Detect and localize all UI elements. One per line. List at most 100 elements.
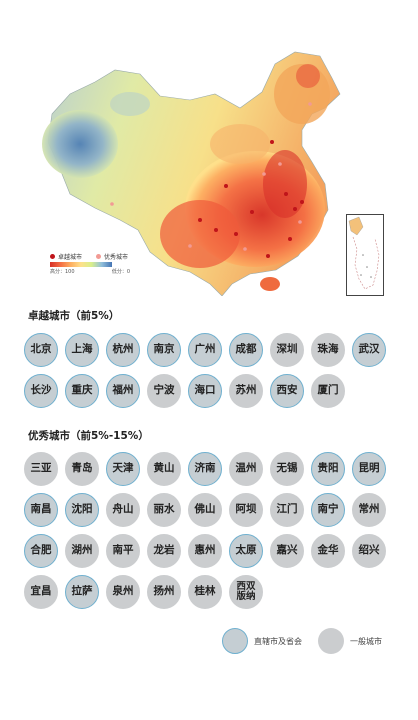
city-bubble: 武汉 — [352, 333, 386, 367]
city-bubble: 长沙 — [24, 374, 58, 408]
map-legend: 卓越城市 优秀城市 — [50, 252, 128, 261]
city-bubble: 丽水 — [147, 493, 181, 527]
city-name: 桂林 — [194, 585, 216, 598]
red-dot-icon — [50, 254, 55, 259]
city-bubble: 重庆 — [65, 374, 99, 408]
city-bubble: 湖州 — [65, 534, 99, 568]
city-bubble: 温州 — [229, 452, 263, 486]
city-bubble: 太原 — [229, 534, 263, 568]
city-bubble: 南平 — [106, 534, 140, 568]
city-bubble: 江门 — [270, 493, 304, 527]
city-name: 无锡 — [276, 462, 298, 475]
city-name: 南昌 — [30, 503, 52, 516]
city-name: 舟山 — [112, 503, 134, 516]
city-bubble: 厦门 — [311, 374, 345, 408]
city-bubble: 深圳 — [270, 333, 304, 367]
city-name: 西安 — [276, 384, 298, 397]
city-name: 南平 — [112, 544, 134, 557]
city-name: 南京 — [153, 343, 175, 356]
city-name: 阿坝 — [235, 503, 257, 516]
city-name: 济南 — [194, 462, 216, 475]
pink-dot-icon — [96, 254, 102, 259]
legend-excellent: 卓越城市 — [50, 252, 82, 261]
city-bubble: 拉萨 — [65, 575, 99, 609]
city-bubble: 天津 — [106, 452, 140, 486]
city-name: 上海 — [71, 343, 93, 356]
city-bubble: 海口 — [188, 374, 222, 408]
city-name: 三亚 — [30, 462, 52, 475]
city-name: 太原 — [235, 544, 257, 557]
city-name: 苏州 — [235, 384, 257, 397]
city-bubble: 阿坝 — [229, 493, 263, 527]
city-name: 南宁 — [317, 503, 339, 516]
color-scale-bar — [50, 262, 112, 267]
city-bubble: 宁波 — [147, 374, 181, 408]
color-scale-labels: 高分：100 低分：0 — [50, 268, 130, 275]
city-name: 北京 — [30, 343, 52, 356]
city-name: 佛山 — [194, 503, 216, 516]
excellent-section-title: 卓越城市（前5%） — [28, 310, 120, 322]
city-name: 重庆 — [71, 384, 93, 397]
city-bubble: 昆明 — [352, 452, 386, 486]
city-name: 湖州 — [71, 544, 93, 557]
city-name: 惠州 — [194, 544, 216, 557]
city-bubble: 南宁 — [311, 493, 345, 527]
city-name: 贵阳 — [317, 462, 339, 475]
city-bubble: 舟山 — [106, 493, 140, 527]
city-name: 西双版纳 — [236, 580, 256, 602]
city-bubble: 西安 — [270, 374, 304, 408]
city-bubble: 黄山 — [147, 452, 181, 486]
city-bubble: 贵阳 — [311, 452, 345, 486]
city-bubble: 三亚 — [24, 452, 58, 486]
city-name: 宁波 — [153, 384, 175, 397]
city-name: 常州 — [358, 503, 380, 516]
legend-good-label: 优秀城市 — [104, 254, 129, 261]
city-bubble: 广州 — [188, 333, 222, 367]
city-bubble: 杭州 — [106, 333, 140, 367]
city-bubble: 北京 — [24, 333, 58, 367]
city-name: 拉萨 — [71, 585, 93, 598]
city-name: 黄山 — [153, 462, 175, 475]
city-bubble: 嘉兴 — [270, 534, 304, 568]
south-china-sea-inset — [346, 214, 384, 296]
city-name: 扬州 — [153, 585, 175, 598]
city-bubble: 佛山 — [188, 493, 222, 527]
city-name: 深圳 — [276, 343, 298, 356]
good-section-title: 优秀城市（前5%-15%） — [28, 430, 149, 442]
scale-high-label: 低分：0 — [111, 269, 130, 275]
general-swatch-icon — [318, 628, 344, 654]
city-bubble: 龙岩 — [147, 534, 181, 568]
city-name: 青岛 — [71, 462, 93, 475]
city-bubble: 成都 — [229, 333, 263, 367]
city-bubble: 福州 — [106, 374, 140, 408]
city-name: 杭州 — [112, 343, 134, 356]
city-name: 宜昌 — [30, 585, 52, 598]
city-bubble: 绍兴 — [352, 534, 386, 568]
city-name: 广州 — [194, 343, 216, 356]
scale-low-label: 高分：100 — [50, 269, 75, 275]
city-bubble: 西双版纳 — [229, 575, 263, 609]
city-name: 武汉 — [358, 343, 380, 356]
china-heat-map: 卓越城市 优秀城市 高分：100 低分：0 — [40, 34, 384, 296]
inset-svg — [348, 216, 380, 290]
legend-good: 优秀城市 — [96, 252, 128, 261]
city-bubble: 桂林 — [188, 575, 222, 609]
key-capital: 直辖市及省会 — [222, 628, 302, 654]
city-name: 沈阳 — [71, 503, 93, 516]
city-name: 昆明 — [358, 462, 380, 475]
city-name: 江门 — [276, 503, 298, 516]
city-bubble: 济南 — [188, 452, 222, 486]
city-bubble: 沈阳 — [65, 493, 99, 527]
city-bubble: 上海 — [65, 333, 99, 367]
capital-swatch-icon — [222, 628, 248, 654]
city-name: 天津 — [112, 462, 134, 475]
city-bubble: 泉州 — [106, 575, 140, 609]
city-name: 嘉兴 — [276, 544, 298, 557]
city-name: 金华 — [317, 544, 339, 557]
city-bubble: 宜昌 — [24, 575, 58, 609]
city-bubble: 珠海 — [311, 333, 345, 367]
city-name: 合肥 — [30, 544, 52, 557]
key-general: 一般城市 — [318, 628, 382, 654]
city-bubble: 南京 — [147, 333, 181, 367]
city-bubble: 常州 — [352, 493, 386, 527]
